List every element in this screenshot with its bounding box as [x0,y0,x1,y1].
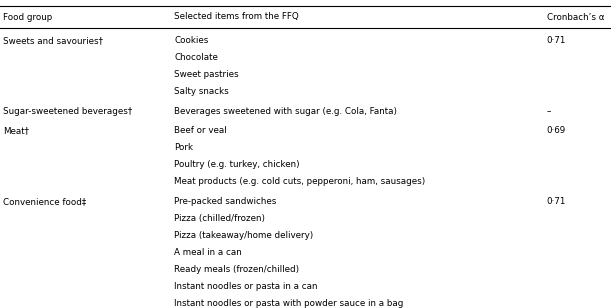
Text: 0·69: 0·69 [547,126,566,135]
Text: Pizza (takeaway/home delivery): Pizza (takeaway/home delivery) [174,231,313,240]
Text: Cookies: Cookies [174,36,208,45]
Text: Instant noodles or pasta with powder sauce in a bag: Instant noodles or pasta with powder sau… [174,299,403,308]
Text: Sweet pastries: Sweet pastries [174,70,239,79]
Text: Salty snacks: Salty snacks [174,87,229,96]
Text: Food group: Food group [3,13,53,22]
Text: Ready meals (frozen/chilled): Ready meals (frozen/chilled) [174,265,299,274]
Text: Beef or veal: Beef or veal [174,126,227,135]
Text: Meat products (e.g. cold cuts, pepperoni, ham, sausages): Meat products (e.g. cold cuts, pepperoni… [174,177,425,186]
Text: –: – [547,107,551,116]
Text: Pre-packed sandwiches: Pre-packed sandwiches [174,197,277,206]
Text: Sugar-sweetened beverages†: Sugar-sweetened beverages† [3,107,133,116]
Text: Sweets and savouries†: Sweets and savouries† [3,36,103,45]
Text: Pork: Pork [174,143,193,152]
Text: Beverages sweetened with sugar (e.g. Cola, Fanta): Beverages sweetened with sugar (e.g. Col… [174,107,397,116]
Text: Cronbach’s α: Cronbach’s α [547,13,604,22]
Text: Selected items from the FFQ: Selected items from the FFQ [174,13,299,22]
Text: A meal in a can: A meal in a can [174,248,242,257]
Text: Pizza (chilled/frozen): Pizza (chilled/frozen) [174,214,265,223]
Text: Instant noodles or pasta in a can: Instant noodles or pasta in a can [174,282,318,291]
Text: Convenience food‡: Convenience food‡ [3,197,86,206]
Text: Poultry (e.g. turkey, chicken): Poultry (e.g. turkey, chicken) [174,160,300,169]
Text: 0·71: 0·71 [547,197,566,206]
Text: Meat†: Meat† [3,126,29,135]
Text: 0·71: 0·71 [547,36,566,45]
Text: Chocolate: Chocolate [174,53,218,62]
